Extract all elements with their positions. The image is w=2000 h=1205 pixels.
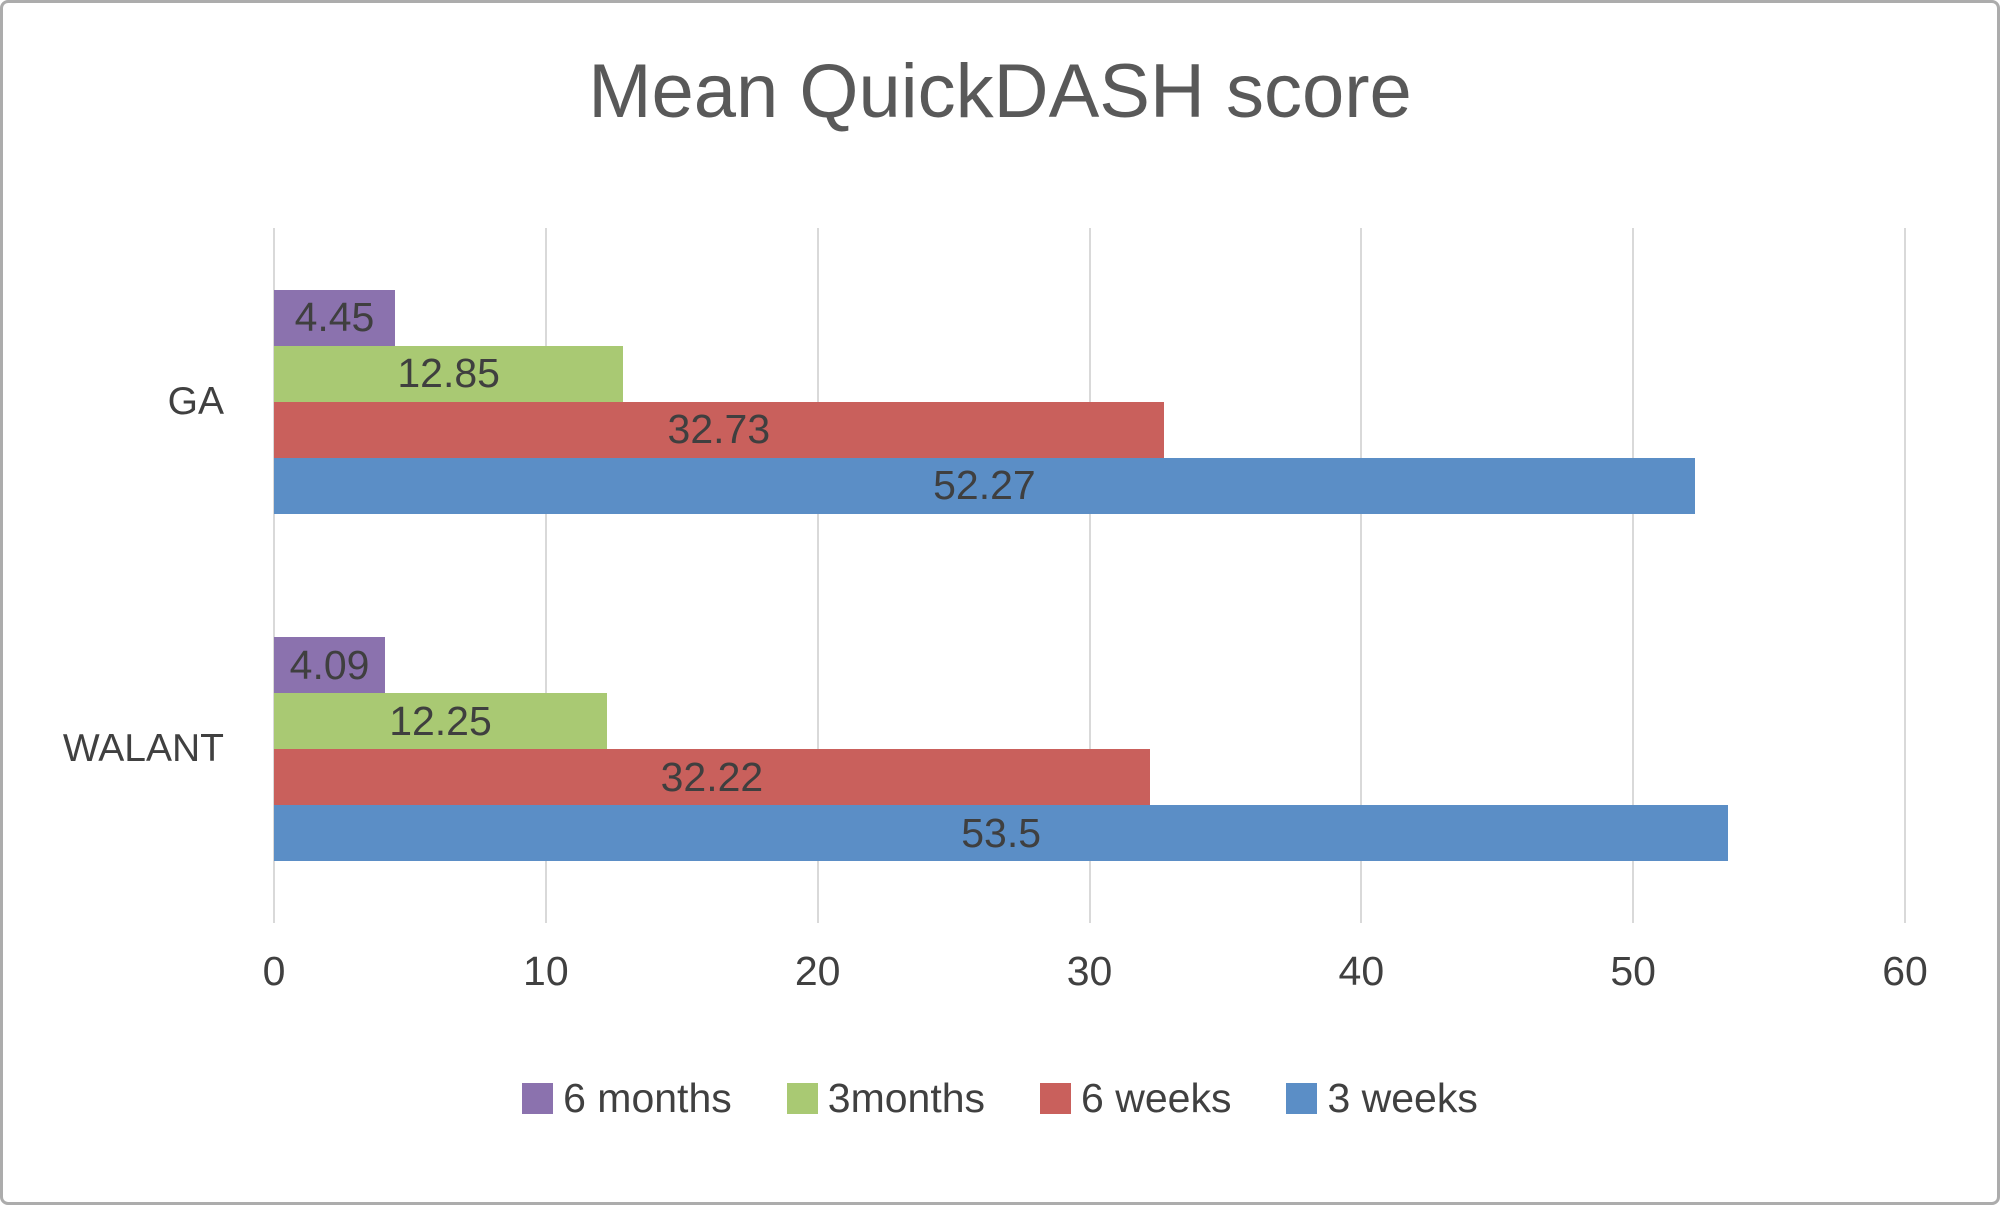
- legend: 6 months 3months 6 weeks 3 weeks: [3, 1078, 1997, 1119]
- plot-area: 4.45 12.85 32.73 52.27 4.09 12.25 32.22 53.5: [273, 228, 1906, 923]
- legend-label: 6 months: [563, 1075, 732, 1121]
- bar-3months-ga: 12.85: [274, 345, 624, 402]
- gridline: [273, 228, 275, 923]
- gridline: [1904, 228, 1906, 923]
- gridline: [816, 228, 819, 923]
- legend-item-6-weeks: 6 weeks: [1040, 1078, 1231, 1119]
- legend-item-3months: 3months: [786, 1075, 986, 1121]
- legend-swatch-3-weeks: [1286, 1083, 1318, 1114]
- gridline: [1088, 228, 1091, 923]
- legend-item-6-months: 6 months: [522, 1078, 732, 1119]
- bar-value-label: 53.5: [961, 809, 1042, 856]
- bar-value-label: 4.09: [289, 641, 370, 688]
- category-label-walant: WALANT: [62, 727, 224, 771]
- bar-value-label: 32.22: [660, 753, 764, 800]
- bar-6-weeks-walant: 32.22: [274, 749, 1150, 806]
- bar-value-label: 4.45: [294, 294, 375, 341]
- x-tick-label: 50: [1610, 948, 1656, 994]
- bar-6-months-walant: 4.09: [274, 637, 386, 694]
- x-tick-label: 40: [1338, 948, 1385, 994]
- bar-3-weeks-ga: 52.27: [274, 457, 1695, 514]
- bar-3-weeks-walant: 53.5: [274, 805, 1729, 862]
- x-tick-label: 60: [1882, 948, 1928, 994]
- bar-value-label: 52.27: [933, 462, 1036, 509]
- x-tick-label: 10: [523, 948, 569, 994]
- bar-6-months-ga: 4.45: [274, 289, 395, 346]
- bar-value-label: 12.25: [389, 697, 492, 744]
- legend-label: 6 weeks: [1081, 1075, 1232, 1121]
- legend-label: 3 weeks: [1327, 1075, 1478, 1121]
- gridline: [1360, 228, 1363, 923]
- bar-value-label: 32.73: [667, 406, 771, 453]
- gridline: [1632, 228, 1635, 923]
- x-tick-label: 20: [794, 948, 841, 994]
- legend-swatch-6-months: [522, 1083, 554, 1114]
- legend-swatch-3months: [786, 1083, 818, 1114]
- gridline: [544, 228, 547, 923]
- chart-title: Mean QuickDASH score: [588, 49, 1412, 134]
- bar-6-weeks-ga: 32.73: [274, 401, 1164, 458]
- legend-item-3-weeks: 3 weeks: [1286, 1075, 1478, 1121]
- bar-3months-walant: 12.25: [274, 693, 607, 750]
- legend-label: 3months: [827, 1075, 986, 1121]
- category-label-ga: GA: [167, 379, 224, 423]
- legend-swatch-6-weeks: [1040, 1083, 1072, 1114]
- bar-value-label: 12.85: [397, 350, 500, 397]
- x-tick-label: 0: [262, 948, 286, 994]
- x-tick-label: 30: [1066, 948, 1113, 994]
